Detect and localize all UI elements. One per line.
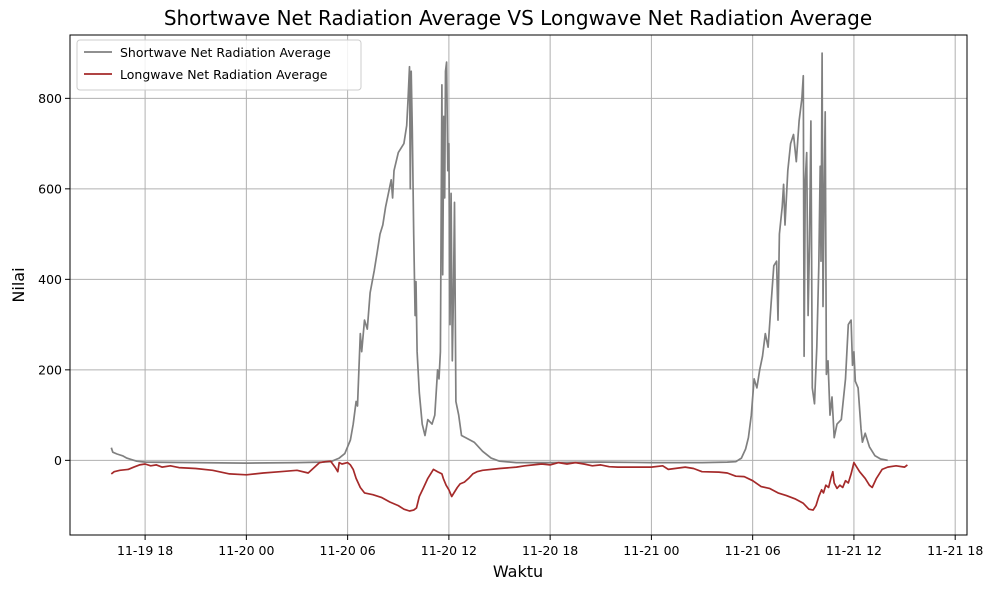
y-axis-label: Nilai — [9, 267, 28, 302]
y-axis-ticks: 0 200 400 600 800 — [38, 91, 70, 468]
series-line-shortwave — [110, 52, 888, 464]
x-axis-ticks: 11-19 18 11-20 00 11-20 06 11-20 12 11-20 18… — [117, 535, 983, 558]
y-tick-label: 600 — [38, 181, 62, 196]
grid — [70, 35, 967, 535]
x-tick-label: 11-21 00 — [623, 543, 679, 558]
series-line-longwave — [110, 460, 908, 512]
y-tick-label: 200 — [38, 362, 62, 377]
x-tick-label: 11-20 18 — [522, 543, 578, 558]
legend-label-shortwave: Shortwave Net Radiation Average — [120, 45, 331, 60]
x-axis-label: Waktu — [493, 562, 543, 581]
x-tick-label: 11-21 12 — [826, 543, 882, 558]
legend-box — [76, 39, 362, 91]
x-tick-label: 11-21 06 — [725, 543, 781, 558]
y-tick-label: 400 — [38, 272, 62, 287]
y-tick-label: 0 — [54, 453, 62, 468]
x-tick-label: 11-20 00 — [218, 543, 274, 558]
x-tick-label: 11-19 18 — [117, 543, 173, 558]
x-tick-label: 11-20 06 — [320, 543, 376, 558]
y-tick-label: 800 — [38, 91, 62, 106]
x-tick-label: 11-20 12 — [421, 543, 477, 558]
x-tick-label: 11-21 18 — [927, 543, 983, 558]
plot-lines — [110, 52, 908, 512]
chart-title: Shortwave Net Radiation Average VS Longw… — [164, 6, 872, 30]
plot-frame — [69, 34, 968, 536]
legend-label-longwave: Longwave Net Radiation Average — [120, 67, 328, 82]
legend: Shortwave Net Radiation Average Longwave… — [76, 39, 362, 91]
